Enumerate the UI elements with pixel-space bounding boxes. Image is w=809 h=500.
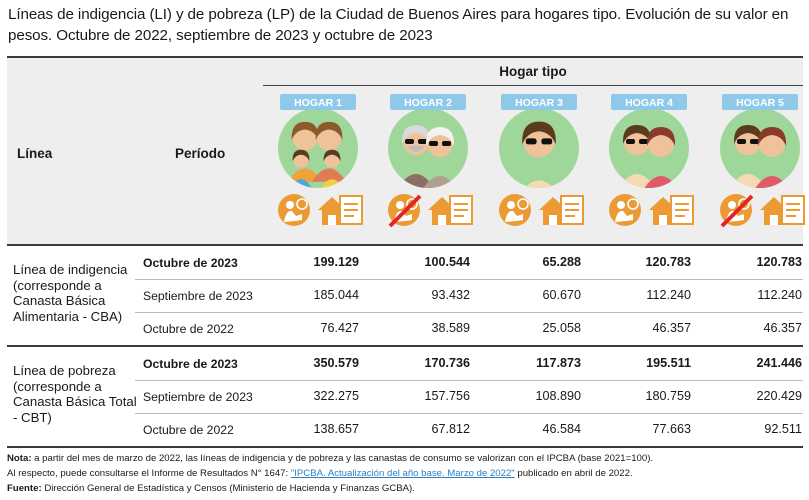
footnotes: Nota: a partir del mes de marzo de 2022,…: [7, 451, 803, 496]
crossed-icon: [388, 194, 422, 228]
row-divider: [135, 413, 803, 414]
hogar-column-3: HOGAR 3: [485, 90, 593, 240]
hogar-label: HOGAR 4: [625, 97, 673, 109]
table-cell-hogar-4: 180.759: [645, 389, 691, 403]
section-label: Línea de indigencia (corresponde a Canas…: [13, 262, 128, 324]
hogar-badge: [501, 94, 577, 110]
table-cell-hogar-2: 93.432: [431, 288, 470, 302]
table-cell-hogar-5: 220.429: [756, 389, 802, 403]
elderly-care-icon: [278, 194, 310, 226]
table-cell-hogar-4: 112.240: [646, 288, 691, 302]
source-text: Dirección General de Estadística y Censo…: [41, 483, 415, 494]
table-cell-hogar-2: 100.544: [424, 255, 470, 269]
table-cell-hogar-1: 185.044: [313, 288, 359, 302]
table-cell-hogar-1: 199.129: [313, 255, 359, 269]
hogar-column-4: HOGAR 4: [595, 90, 703, 240]
hogar-badge: [280, 94, 356, 110]
table-cell-hogar-3: 25.058: [542, 321, 581, 335]
elderly-couple-icon: [388, 108, 468, 188]
hogar-column-1: HOGAR 1: [264, 90, 372, 240]
table-cell-hogar-4: 77.663: [652, 422, 691, 436]
table-row-periodo: Octubre de 2023: [143, 256, 238, 270]
data-table: Línea Período Hogar tipo HOGAR 1 HOGAR 2 H…: [7, 56, 805, 448]
table-cell-hogar-2: 67.812: [431, 422, 470, 436]
table-row-periodo: Septiembre de 2023: [143, 289, 253, 303]
hogar-label: HOGAR 1: [294, 97, 342, 109]
note-label: Nota:: [7, 453, 32, 464]
page-title: Líneas de indigencia (LI) y de pobreza (…: [8, 6, 789, 44]
elderly-care-icon: [609, 194, 641, 226]
section-label: Línea de pobreza (corresponde a Canasta …: [13, 363, 137, 425]
document-icon: [781, 195, 805, 225]
note-text: a partir del mes de marzo de 2022, las l…: [31, 453, 654, 464]
reference-tail: publicado en abril de 2022.: [514, 468, 633, 479]
hogar-badge: [611, 94, 687, 110]
table-cell-hogar-5: 241.446: [756, 356, 802, 370]
reference-line: Al respecto, puede consultarse el Inform…: [7, 466, 803, 481]
row-divider: [135, 279, 803, 280]
header-hogar-tipo: Hogar tipo: [499, 64, 567, 79]
table-cell-hogar-3: 60.670: [542, 288, 581, 302]
header-periodo: Período: [175, 146, 226, 161]
note-line: Nota: a partir del mes de marzo de 2022,…: [7, 451, 803, 466]
hogar-badge: [722, 94, 798, 110]
table-row-periodo: Octubre de 2022: [143, 322, 234, 336]
header-linea: Línea: [17, 146, 53, 161]
hogar-badge: [390, 94, 466, 110]
crossed-icon: [720, 194, 754, 228]
table-cell-hogar-3: 108.890: [535, 389, 581, 403]
adult-couple-icon: [609, 108, 689, 188]
table-cell-hogar-2: 157.756: [424, 389, 470, 403]
table-cell-hogar-3: 117.873: [536, 356, 581, 370]
source-line: Fuente: Dirección General de Estadística…: [7, 481, 803, 496]
table-row-periodo: Octubre de 2023: [143, 357, 238, 371]
section-rule: [7, 244, 803, 246]
hogar-label: HOGAR 5: [736, 97, 784, 109]
report-link[interactable]: "IPCBA. Actualización del año base. Marz…: [290, 468, 515, 479]
table-cell-hogar-4: 46.357: [652, 321, 691, 335]
elderly-care-icon: [720, 194, 754, 228]
hogar-column-2: HOGAR 2: [374, 90, 482, 240]
elderly-care-icon: [499, 194, 531, 226]
table-cell-hogar-1: 322.275: [313, 389, 359, 403]
table-cell-hogar-2: 170.736: [424, 356, 470, 370]
source-label: Fuente:: [7, 483, 42, 494]
row-divider: [135, 312, 803, 313]
hogar-label: HOGAR 2: [404, 97, 452, 109]
document-icon: [670, 195, 694, 225]
table-cell-hogar-1: 350.579: [313, 356, 359, 370]
table-row-periodo: Septiembre de 2023: [143, 390, 253, 404]
single-adult-icon: [499, 108, 579, 188]
document-icon: [449, 195, 473, 225]
table-cell-hogar-3: 65.288: [542, 255, 581, 269]
table-cell-hogar-1: 138.657: [313, 422, 359, 436]
family-parents-two-children-icon: [278, 108, 358, 188]
reference-text: Al respecto, puede consultarse el Inform…: [7, 468, 291, 479]
section-rule: [7, 345, 803, 347]
elderly-care-icon: [388, 194, 422, 228]
table-cell-hogar-4: 195.511: [646, 356, 691, 370]
document-icon: [339, 195, 363, 225]
table-row-periodo: Octubre de 2022: [143, 423, 234, 437]
table-cell-hogar-1: 76.427: [320, 321, 359, 335]
hogar-label: HOGAR 3: [515, 97, 563, 109]
table-cell-hogar-5: 46.357: [763, 321, 802, 335]
row-divider: [135, 380, 803, 381]
document-icon: [560, 195, 584, 225]
adult-couple-icon: [720, 108, 800, 188]
table-top-rule: [7, 56, 803, 58]
table-cell-hogar-5: 112.240: [757, 288, 802, 302]
table-bottom-rule: [7, 446, 803, 448]
table-cell-hogar-4: 120.783: [645, 255, 691, 269]
table-cell-hogar-5: 120.783: [756, 255, 802, 269]
table-cell-hogar-3: 46.584: [542, 422, 581, 436]
table-cell-hogar-5: 92.511: [764, 422, 802, 436]
table-cell-hogar-2: 38.589: [431, 321, 470, 335]
hogar-column-5: HOGAR 5: [706, 90, 809, 240]
header-divider: [263, 85, 803, 86]
